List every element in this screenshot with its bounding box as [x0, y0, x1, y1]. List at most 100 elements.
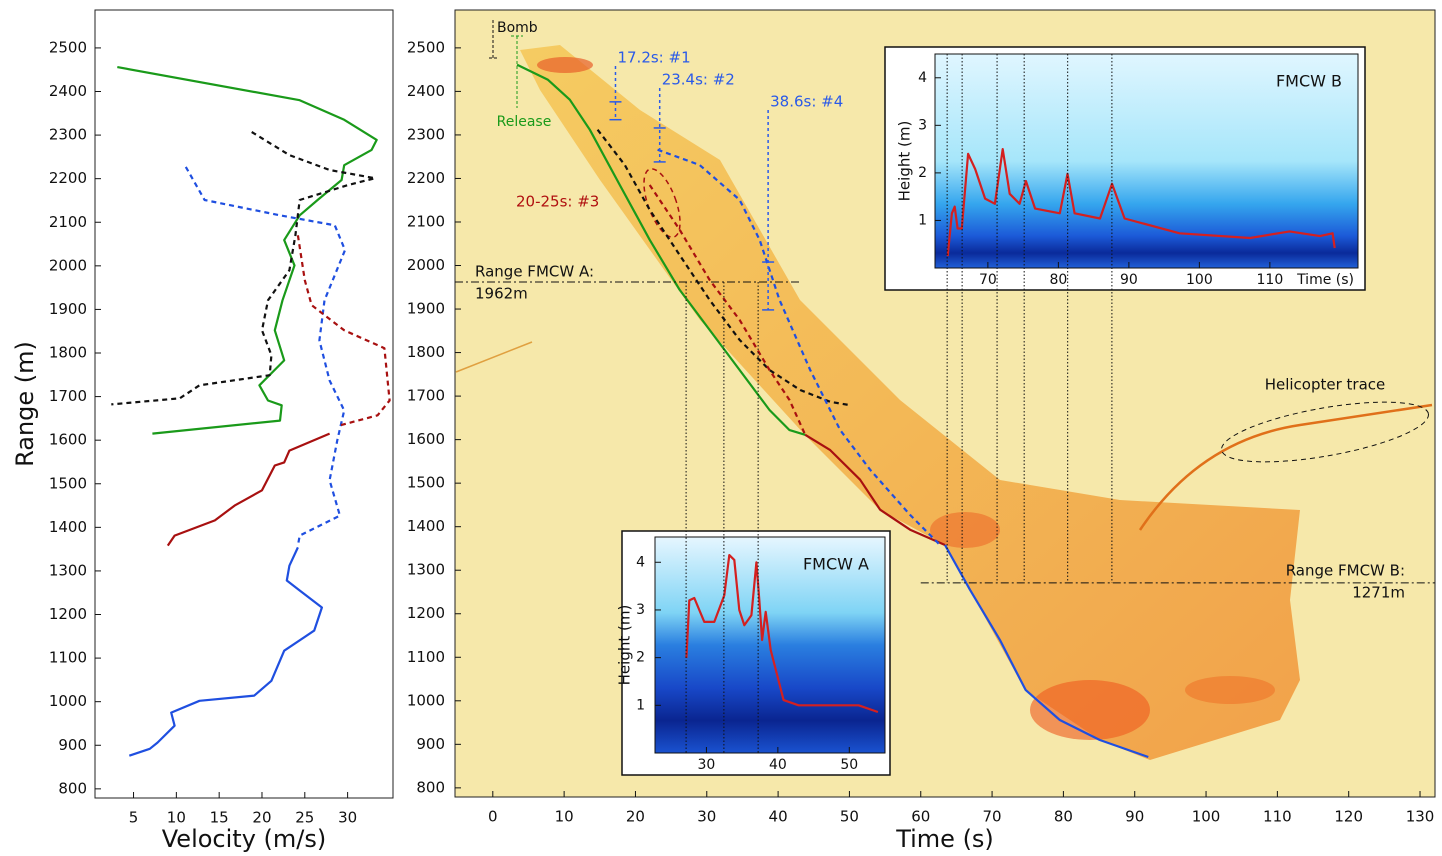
series-line — [516, 63, 806, 436]
release-marker — [511, 35, 523, 108]
inset-title: FMCW B — [1276, 72, 1342, 91]
y-tick-label: 2200 — [49, 169, 87, 187]
reference-label: 1962m — [475, 285, 528, 303]
avalanche-echo — [520, 45, 1300, 760]
x-tick-label: 70 — [983, 808, 1002, 826]
x-tick-label: 120 — [1334, 808, 1363, 826]
x-tick-label: 30 — [698, 757, 716, 773]
y-tick-label: 1100 — [49, 649, 87, 667]
x-tick-label: 5 — [129, 809, 139, 827]
y-tick-label: 2100 — [407, 212, 445, 230]
series-line — [946, 148, 1336, 257]
x-axis-label: Velocity (m/s) — [162, 825, 326, 853]
y-tick-label: 2 — [918, 165, 927, 181]
y-tick-label: 2400 — [407, 82, 445, 100]
series-line — [648, 184, 807, 436]
y-tick-label: 2000 — [49, 256, 87, 274]
bomb-marker — [489, 20, 497, 59]
y-axis-label: Height (m) — [616, 605, 634, 686]
reference-label: Range FMCW B: — [1286, 561, 1405, 579]
y-tick-label: 1900 — [407, 300, 445, 318]
x-tick-label: 40 — [769, 757, 787, 773]
echo-hotspot — [1030, 680, 1150, 740]
y-tick-label: 1400 — [49, 518, 87, 536]
y-tick-label: 1200 — [49, 605, 87, 623]
helicopter-echo — [1138, 403, 1433, 531]
reference-label: Range FMCW A: — [475, 263, 594, 281]
y-tick-label: 2100 — [49, 213, 87, 231]
x-tick-label: 25 — [295, 809, 314, 827]
series-line — [657, 148, 941, 546]
y-tick-label: 2400 — [49, 82, 87, 100]
x-tick-label: 60 — [911, 808, 930, 826]
series-line — [804, 433, 946, 547]
inset-title: FMCW A — [803, 555, 869, 574]
fmcw-b-inset: 70 80 90 100 110 1 2 3 4 Time (s) Height (m) FMCW B — [884, 46, 1366, 291]
series-line — [596, 129, 849, 406]
x-tick-label: 30 — [697, 808, 716, 826]
y-tick-label: 1900 — [49, 300, 87, 318]
y-tick-label: 1 — [636, 697, 645, 713]
y-tick-label: 2500 — [407, 38, 445, 56]
y-tick-label: 2300 — [407, 125, 445, 143]
y-tick-label: 2 — [636, 650, 645, 666]
y-tick-label: 2300 — [49, 126, 87, 144]
series-line — [111, 131, 377, 406]
x-axis-label: Time (s) — [895, 825, 994, 853]
y-tick-label: 1600 — [49, 431, 87, 449]
connectors — [685, 54, 1113, 753]
x-tick-label: 30 — [338, 809, 357, 827]
x-tick-label: 40 — [769, 808, 788, 826]
series-line — [128, 546, 323, 757]
x-tick-label: 50 — [840, 757, 858, 773]
y-tick-label: 1200 — [407, 604, 445, 622]
x-tick-label: 80 — [1054, 808, 1073, 826]
y-axis-label: Range (m) — [11, 341, 39, 467]
series-line — [685, 554, 879, 714]
x-tick-label: 100 — [1192, 808, 1221, 826]
marker-label: 38.6s: #4 — [770, 93, 843, 111]
marker-label: 17.2s: #1 — [617, 49, 690, 67]
y-tick-label: 1000 — [407, 691, 445, 709]
x-tick-label: 20 — [252, 809, 271, 827]
x-tick-label: 100 — [1186, 272, 1213, 288]
x-tick-label: 15 — [210, 809, 229, 827]
y-tick-label: 1400 — [407, 517, 445, 535]
x-tick-label: 110 — [1257, 272, 1284, 288]
y-tick-label: 2200 — [407, 169, 445, 187]
annotation: Bomb — [497, 20, 538, 36]
y-tick-label: 3 — [636, 602, 645, 618]
y-tick-label: 4 — [636, 554, 645, 570]
y-tick-label: 1800 — [407, 343, 445, 361]
echo-hotspot — [537, 57, 593, 73]
y-tick-label: 1300 — [407, 561, 445, 579]
x-tick-label: 0 — [488, 808, 498, 826]
plot-frame — [94, 9, 394, 799]
y-tick-label: 1500 — [49, 474, 87, 492]
annotation: 20-25s: #3 — [516, 193, 599, 211]
y-tick-label: 1100 — [407, 648, 445, 666]
y-tick-label: 1800 — [49, 344, 87, 362]
x-tick-label: 10 — [555, 808, 574, 826]
y-tick-label: 2000 — [407, 256, 445, 274]
x-tick-label: 10 — [167, 809, 186, 827]
series-line — [117, 66, 378, 435]
y-tick-label: 1700 — [49, 387, 87, 405]
x-axis-label: Time (s) — [1296, 272, 1354, 288]
y-tick-label: 1 — [918, 212, 927, 228]
annotation: Release — [497, 114, 552, 130]
x-tick-label: 130 — [1406, 808, 1435, 826]
x-tick-label: 110 — [1263, 808, 1292, 826]
faint-echo — [455, 341, 533, 373]
y-tick-label: 1600 — [407, 430, 445, 448]
y-tick-label: 900 — [416, 735, 445, 753]
reference-label: 1271m — [1352, 583, 1405, 601]
marker-label: 23.4s: #2 — [662, 71, 735, 89]
y-tick-label: 800 — [58, 779, 87, 797]
x-tick-label: 80 — [1049, 272, 1067, 288]
annotation: Helicopter trace — [1265, 376, 1386, 394]
x-tick-label: 20 — [626, 808, 645, 826]
x-tick-label: 90 — [1120, 272, 1138, 288]
series-line — [296, 235, 391, 427]
